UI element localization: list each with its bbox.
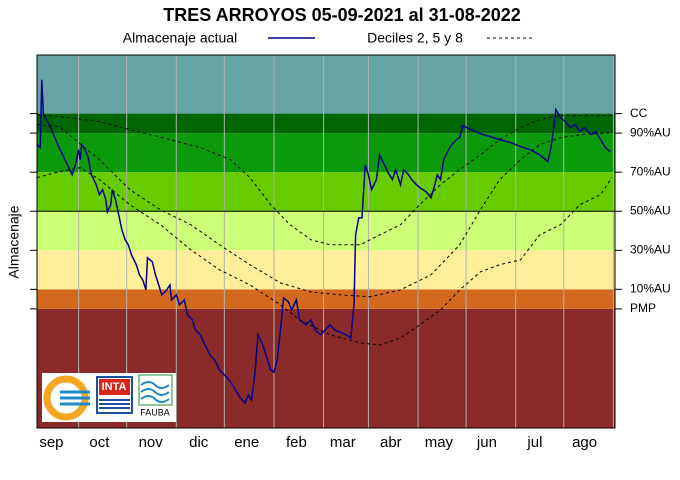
x-tick-label: abr — [380, 434, 402, 451]
band — [37, 113, 615, 134]
band — [37, 133, 615, 173]
y-tick-label: 10%AU — [630, 282, 671, 296]
y-tick-label: CC — [630, 106, 648, 120]
band — [37, 289, 615, 309]
x-tick-label: feb — [286, 434, 307, 451]
logo-text: FAUBA — [140, 407, 170, 417]
y-tick-label: PMP — [630, 301, 656, 315]
logo-band — [99, 379, 130, 395]
logo-waves — [140, 381, 170, 403]
x-tick-label: jun — [476, 434, 497, 451]
x-tick-label: sep — [39, 434, 63, 451]
x-tick-label: nov — [139, 434, 164, 451]
legend-label: Deciles 2, 5 y 8 — [367, 30, 463, 46]
band — [37, 211, 615, 251]
x-tick-label: ene — [234, 434, 259, 451]
band — [37, 55, 615, 114]
y-tick-label: 30%AU — [630, 242, 671, 256]
y-tick-label: 70%AU — [630, 164, 671, 178]
band — [37, 172, 615, 212]
x-tick-label: may — [425, 434, 454, 451]
chart-title: TRES ARROYOS 05-09-2021 al 31-08-2022 — [163, 5, 521, 25]
x-tick-label: mar — [330, 434, 356, 451]
y-tick-label: 50%AU — [630, 203, 671, 217]
logos: INTA FAUBA — [42, 373, 176, 422]
plot-frame — [36, 54, 616, 429]
y-axis-label: Almacenaje — [6, 205, 22, 278]
legend-label: Almacenaje actual — [123, 30, 237, 46]
logo-lines — [99, 399, 130, 409]
x-tick-label: dic — [189, 434, 209, 451]
x-tick-label: ago — [572, 434, 597, 451]
y-tick-label: 90%AU — [630, 125, 671, 139]
data-line — [36, 79, 611, 405]
band — [37, 250, 615, 290]
x-tick-label: oct — [89, 434, 110, 451]
logo-waves — [60, 390, 90, 406]
x-tick-label: jul — [526, 434, 542, 451]
logo-text: INTA — [102, 381, 127, 393]
plot-area: PMP 10%AU 30%AU 50%AU 70%AU 90%AU CC sep oct nov d… — [30, 54, 671, 451]
